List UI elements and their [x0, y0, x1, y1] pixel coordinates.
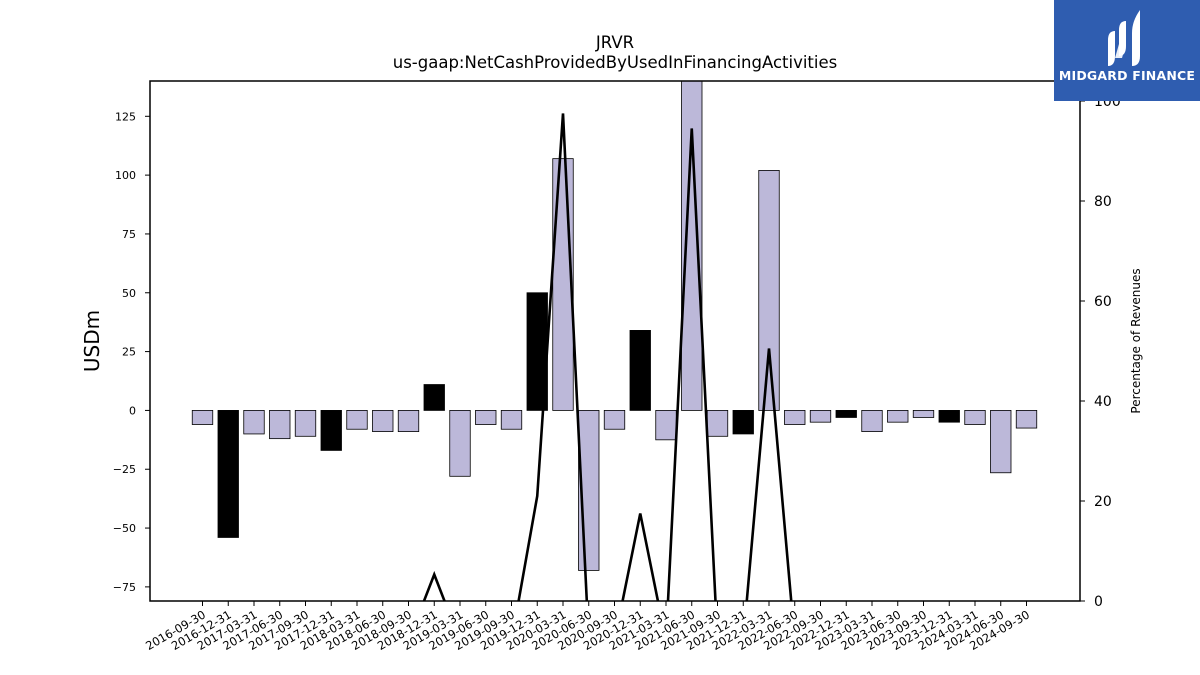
- bar-2017-06-30: [269, 410, 291, 440]
- bar-2022-12-31: [835, 410, 857, 418]
- y2-tick-label: 0: [1094, 594, 1103, 610]
- bar-2020-09-30: [603, 410, 626, 430]
- bar-2024-03-31: [964, 410, 986, 425]
- bar-2018-03-31: [346, 410, 368, 430]
- y-tick-label: 75: [122, 228, 136, 241]
- y2-tick-label: 80: [1094, 194, 1112, 210]
- chart-title: JRVR: [595, 33, 634, 52]
- y2-tick-label: 60: [1094, 294, 1112, 310]
- y-axis-label: USDm: [80, 310, 104, 372]
- percentage-line: [422, 113, 793, 601]
- bar-2021-06-30: [681, 81, 703, 411]
- bar-2022-03-31: [758, 170, 780, 411]
- chart-subtitle: us-gaap:NetCashProvidedByUsedInFinancing…: [393, 53, 837, 72]
- bar-2019-03-31: [449, 410, 471, 477]
- bar-2017-12-31: [320, 410, 342, 451]
- bar-2022-09-30: [809, 410, 832, 423]
- bar-2021-09-30: [706, 410, 729, 437]
- y-tick-label: 0: [129, 404, 136, 417]
- y-tick-label: 100: [115, 169, 136, 182]
- bar-2017-03-31: [243, 410, 265, 435]
- bar-2021-03-31: [655, 410, 677, 441]
- bar-2018-06-30: [372, 410, 394, 432]
- bar-2023-09-30: [912, 410, 935, 418]
- bar-2021-12-31: [732, 410, 754, 435]
- bar-2016-12-31: [217, 410, 239, 538]
- y-tick-label: 25: [122, 346, 136, 359]
- bar-2020-12-31: [629, 330, 651, 411]
- bar-2017-09-30: [294, 410, 317, 437]
- bar-2023-03-31: [861, 410, 883, 432]
- brand-logo: MIDGARD FINANCE: [1054, 0, 1200, 101]
- y2-tick-label: 40: [1094, 394, 1112, 410]
- bar-2024-06-30: [990, 410, 1012, 474]
- bar-2019-06-30: [475, 410, 497, 425]
- bar-2023-06-30: [887, 410, 909, 423]
- bar-2019-09-30: [500, 410, 523, 430]
- y-tick-label: −75: [113, 581, 136, 594]
- bar-2024-09-30: [1015, 410, 1038, 429]
- y-tick-label: 125: [115, 110, 136, 123]
- y2-axis-label: Percentage of Revenues: [1129, 268, 1143, 413]
- y-tick-label: −25: [113, 463, 136, 476]
- y-tick-label: −50: [113, 522, 136, 535]
- plot-frame: [149, 80, 1081, 602]
- y-tick-label: 50: [122, 287, 136, 300]
- logo-text: MIDGARD FINANCE: [1058, 68, 1196, 83]
- bar-2023-12-31: [938, 410, 960, 423]
- bar-2018-09-30: [397, 410, 420, 432]
- bar-2022-06-30: [784, 410, 806, 425]
- bar-2016-09-30: [191, 410, 214, 425]
- logo-mark-icon: [1108, 10, 1140, 66]
- bar-2018-12-31: [423, 384, 445, 411]
- y2-tick-label: 20: [1094, 494, 1112, 510]
